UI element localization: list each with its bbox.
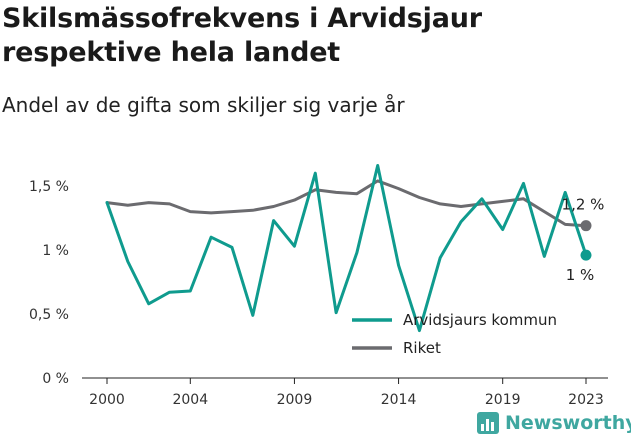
series-line-kommun [105, 164, 588, 333]
y-tick-label: 0 % [42, 371, 69, 387]
legend-kommun-label: Arvidsjaurs kommun [403, 311, 557, 329]
chart-subtitle: Andel av de gifta som skiljer sig varje … [2, 93, 405, 117]
x-tick-label: 2000 [89, 392, 125, 408]
newsworthy-logo-icon [477, 412, 499, 434]
brand-name: Newsworthy [505, 412, 631, 434]
x-tick-label: 2023 [568, 392, 604, 408]
y-tick-label: 0,5 % [29, 307, 69, 323]
chart-title: Skilsmässofrekvens i Arvidsjaur respekti… [2, 3, 482, 68]
y-tick-label: 1 % [42, 243, 69, 259]
brand: Newsworthy [477, 410, 631, 436]
x-tick-label: 2014 [381, 392, 417, 408]
y-tick-label: 1,5 % [29, 179, 69, 195]
endpoint-riket [580, 220, 592, 232]
end-label-riket: 1,2 % [562, 196, 605, 214]
endpoint-kommun [580, 249, 592, 261]
end-label-kommun: 1 % [566, 266, 595, 284]
series-line-riket [105, 179, 588, 228]
x-tick-label: 2009 [277, 392, 313, 408]
x-tick-label: 2019 [485, 392, 521, 408]
legend-riket-label: Riket [403, 339, 441, 357]
x-tick-label: 2004 [172, 392, 208, 408]
